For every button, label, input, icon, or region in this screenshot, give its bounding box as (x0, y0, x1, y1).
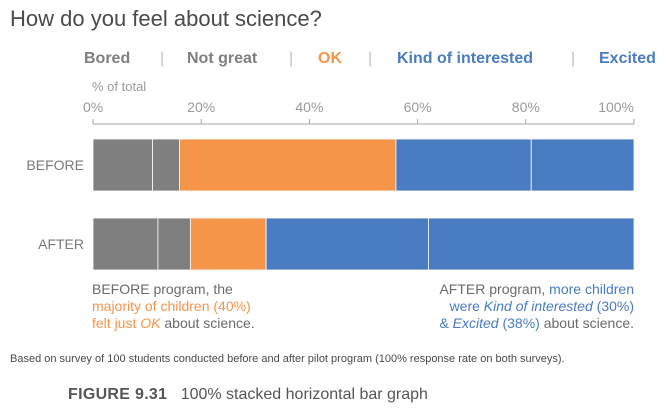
after-annotation-line2: were Kind of interested (30%) (439, 298, 634, 315)
legend-excited: Excited (599, 50, 656, 67)
x-tick-label: 60% (404, 99, 432, 115)
legend: Bored | Not great | OK | Kind of interes… (0, 50, 669, 70)
before-annotation-ok: OK (140, 315, 161, 331)
stacked-bar-chart: 0% 20% 40% 60% 80% 100% BEFORE AFTER (26, 99, 635, 271)
before-annotation-line3: felt just OK about science. (92, 315, 255, 332)
bar-segment-bored-before (92, 138, 153, 192)
bar-segment-kind-of-interested-before (395, 138, 532, 192)
figure-caption-text: 100% stacked horizontal bar graph (180, 386, 428, 403)
x-tick-label: 80% (512, 99, 540, 115)
x-tick-label: 100% (598, 99, 634, 115)
legend-separator: | (368, 50, 373, 67)
category-label: BEFORE (26, 157, 84, 173)
after-annotation-text: (38%) (498, 315, 540, 331)
before-annotation-text: about science. (160, 315, 255, 331)
bar-segment-not-great-after (157, 217, 191, 271)
figure-caption: FIGURE 9.31 100% stacked horizontal bar … (68, 386, 428, 404)
after-annotation-text: (30%) (592, 298, 634, 314)
x-tick-label: 40% (295, 99, 323, 115)
after-annotation: AFTER program, more children were Kind o… (439, 281, 634, 332)
after-annotation-text: & (439, 315, 453, 331)
bar-segment-excited-before (530, 138, 635, 192)
legend-separator: | (571, 50, 576, 67)
bar-segment-excited-after (428, 217, 635, 271)
bar-segment-ok-after (189, 217, 267, 271)
legend-bored: Bored (84, 50, 131, 67)
bar-segment-kind-of-interested-after (265, 217, 429, 271)
x-tick-label: 0% (83, 99, 103, 115)
bar-segment-ok-before (179, 138, 397, 192)
after-annotation-line1: AFTER program, more children (439, 281, 634, 298)
footnote: Based on survey of 100 students conducte… (10, 353, 565, 365)
category-label: AFTER (38, 236, 84, 252)
figure-number: FIGURE 9.31 (68, 386, 168, 403)
before-annotation-line1: BEFORE program, the (92, 281, 233, 297)
legend-not-great: Not great (187, 50, 258, 67)
bar-segment-bored-after (92, 217, 159, 271)
legend-separator: | (160, 50, 165, 67)
after-annotation-excited: Excited (452, 315, 499, 331)
x-axis-title: % of total (92, 79, 147, 94)
bar-segment-not-great-before (152, 138, 180, 192)
before-annotation-line2: majority of children (40%) (92, 298, 251, 314)
after-annotation-text: AFTER program, (439, 281, 550, 297)
after-annotation-text: more children (549, 281, 634, 297)
after-annotation-text: about science. (539, 315, 634, 331)
legend-ok: OK (318, 50, 342, 67)
chart-title: How do you feel about science? (10, 6, 322, 31)
x-tick-label: 20% (187, 99, 215, 115)
legend-separator: | (289, 50, 294, 67)
after-annotation-text: were (449, 298, 484, 314)
after-annotation-kind-of-interested: Kind of interested (483, 298, 593, 314)
before-annotation-text: felt just (92, 315, 141, 331)
before-annotation: BEFORE program, the majority of children… (92, 281, 255, 332)
legend-kind-of-interested: Kind of interested (397, 50, 534, 67)
after-annotation-line3: & Excited (38%) about science. (439, 315, 634, 332)
